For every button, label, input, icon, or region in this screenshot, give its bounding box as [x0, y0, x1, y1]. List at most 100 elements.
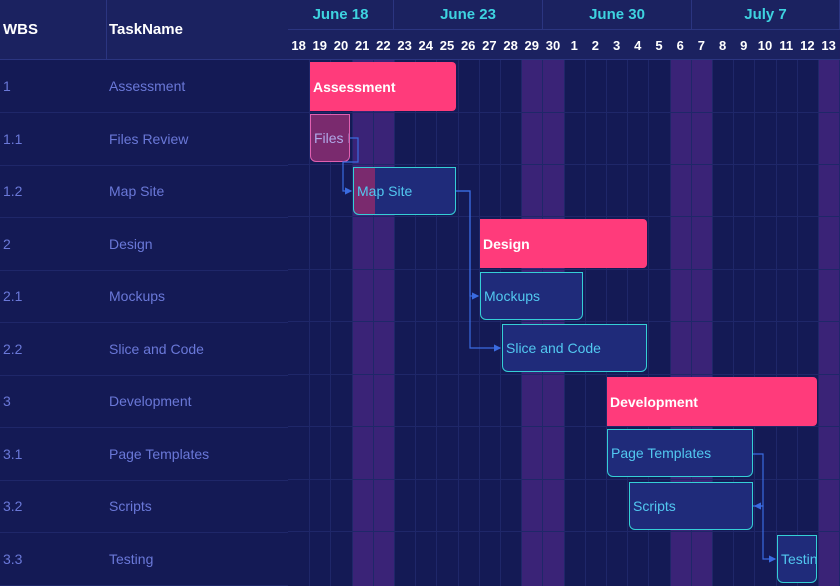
- grid-column-line: [754, 60, 756, 586]
- grid-column-line: [500, 60, 501, 586]
- gantt-bar-task[interactable]: Slice and Code: [502, 324, 647, 372]
- grid-row-line: [288, 269, 840, 270]
- grid-column-line: [563, 60, 565, 586]
- week-header: June 23: [394, 0, 543, 30]
- grid-column-line: [394, 60, 395, 586]
- column-divider[interactable]: [106, 0, 107, 59]
- gantt-bar-task[interactable]: Page Templates: [607, 429, 753, 477]
- wbs-cell: 3.3: [3, 551, 23, 567]
- grid-column-line: [712, 60, 713, 586]
- day-header: 6: [676, 37, 684, 53]
- gantt-bar-task[interactable]: Files Review: [310, 114, 350, 162]
- grid-body: 1 Assessment 1.1 Files Review 1.2 Map Si…: [0, 60, 288, 586]
- day-header: 27: [482, 37, 497, 53]
- wbs-cell: 2.2: [3, 341, 23, 357]
- grid-column-line: [690, 60, 692, 586]
- day-header: 28: [503, 37, 518, 53]
- day-header: 2: [591, 37, 599, 53]
- gantt-bar-summary[interactable]: Design: [480, 219, 647, 268]
- gantt-bar-task[interactable]: Testing: [777, 535, 817, 583]
- day-header: 10: [757, 37, 773, 53]
- grid-column-line: [351, 60, 353, 586]
- day-header: 24: [418, 37, 434, 53]
- grid-row-line: [288, 164, 840, 165]
- grid-column-line: [372, 60, 374, 586]
- grid-row-line: [288, 321, 840, 322]
- weekend-column: [522, 60, 543, 586]
- grid-row-line: [288, 216, 840, 217]
- timeline-panel: June 18 June 23 June 30 July 7 18 19 20 21 2…: [288, 0, 840, 586]
- column-header-wbs[interactable]: WBS: [3, 21, 38, 38]
- table-row[interactable]: 1 Assessment: [0, 60, 288, 113]
- wbs-cell: 1.1: [3, 131, 23, 147]
- day-header: 4: [634, 37, 642, 53]
- wbs-cell: 2: [3, 236, 11, 252]
- day-header: 20: [333, 37, 349, 53]
- grid-column-line: [606, 60, 607, 586]
- grid-column-line: [436, 60, 438, 586]
- day-header: 22: [376, 37, 391, 53]
- day-header: 3: [612, 37, 621, 53]
- grid-column-line: [457, 60, 459, 586]
- table-row[interactable]: 3.1 Page Templates: [0, 428, 288, 481]
- task-name-cell: Assessment: [109, 78, 186, 94]
- grid-column-line: [627, 60, 629, 586]
- grid-column-line: [733, 60, 735, 586]
- grid-header: WBS TaskName: [0, 0, 288, 60]
- column-header-task-name[interactable]: TaskName: [109, 21, 183, 38]
- gantt-bar-task[interactable]: Scripts: [629, 482, 753, 530]
- grid-column-line: [309, 60, 311, 586]
- table-row[interactable]: 1.2 Map Site: [0, 165, 288, 218]
- day-header: 7: [697, 37, 705, 53]
- grid-column-line: [648, 60, 650, 586]
- table-row[interactable]: 1.1 Files Review: [0, 113, 288, 166]
- grid-column-line: [584, 60, 586, 586]
- dependency-link[interactable]: [456, 190, 480, 300]
- table-row[interactable]: 3 Development: [0, 375, 288, 428]
- dependency-link[interactable]: [753, 505, 777, 563]
- task-name-cell: Page Templates: [109, 446, 210, 462]
- wbs-cell: 3.1: [3, 446, 23, 462]
- wbs-cell: 2.1: [3, 288, 23, 304]
- weekend-column: [352, 60, 373, 586]
- grid-column-line: [521, 60, 523, 586]
- timeline-header: June 18 June 23 June 30 July 7 18 19 20 21 2…: [288, 0, 840, 60]
- table-row[interactable]: 2.2 Slice and Code: [0, 323, 288, 376]
- grid-row-line: [288, 374, 840, 375]
- task-name-cell: Scripts: [109, 498, 152, 514]
- table-row[interactable]: 2.1 Mockups: [0, 270, 288, 323]
- grid-row-line: [288, 479, 840, 480]
- table-row[interactable]: 2 Design: [0, 218, 288, 271]
- gantt-bar-task[interactable]: Mockups: [480, 272, 583, 320]
- grid-column-line: [818, 60, 819, 586]
- grid-column-line: [775, 60, 777, 586]
- week-header: June 30: [543, 0, 692, 30]
- wbs-cell: 3: [3, 393, 11, 409]
- table-row[interactable]: 3.2 Scripts: [0, 480, 288, 533]
- weekend-column: [543, 60, 564, 586]
- gantt-bar-task[interactable]: Map Site: [353, 167, 456, 215]
- grid-column-line: [330, 60, 332, 586]
- day-header: 13: [821, 37, 836, 53]
- weekend-column: [819, 60, 840, 586]
- day-header: 11: [779, 37, 794, 53]
- day-header: 26: [460, 37, 476, 53]
- wbs-cell: 1.2: [3, 183, 23, 199]
- grid-column-line: [415, 60, 417, 586]
- task-name-cell: Map Site: [109, 183, 165, 199]
- task-name-cell: Slice and Code: [109, 341, 204, 357]
- week-header: July 7: [692, 0, 840, 30]
- table-row[interactable]: 3.3 Testing: [0, 533, 288, 586]
- task-name-cell: Development: [109, 393, 192, 409]
- task-name-cell: Files Review: [109, 131, 189, 147]
- grid-row-line: [288, 426, 840, 427]
- task-name-cell: Mockups: [109, 288, 166, 304]
- grid-column-line: [669, 60, 671, 586]
- grid-column-line: [478, 60, 480, 586]
- gantt-bar-summary[interactable]: Assessment: [310, 62, 456, 111]
- weekend-column: [373, 60, 394, 586]
- gantt-bar-summary[interactable]: Development: [607, 377, 817, 426]
- day-header: 19: [312, 37, 328, 53]
- grid-row-line: [288, 112, 840, 113]
